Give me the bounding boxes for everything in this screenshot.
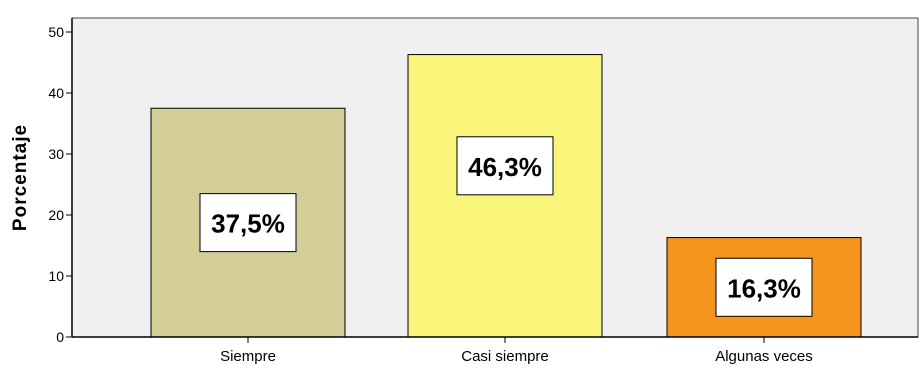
data-label-box [456,136,554,196]
y-axis-title: Porcentaje [10,124,31,231]
bar-casi-siempre [407,54,603,338]
y-tick-label: 40 [48,85,64,101]
data-label: 16,3% [727,273,801,303]
data-label-box [199,193,297,253]
y-tick-label: 20 [48,207,64,223]
y-tick-label: 10 [48,268,64,284]
data-label-box [715,257,813,317]
y-tick-label: 0 [56,329,64,345]
x-tick-label: Siempre [220,348,276,365]
axis-layer: Siempre Casi siempre Algunas veces 0 10 20 30 4… [48,18,918,365]
y-tick-label: 50 [48,24,64,40]
x-tick-label: Algunas veces [715,348,813,365]
data-label: 37,5% [211,209,285,239]
x-tick-label: Casi siempre [461,348,549,365]
bars-layer: 37,5% 46,3% 16,3% [150,54,862,338]
data-label: 46,3% [468,152,542,182]
y-tick-label: 30 [48,146,64,162]
